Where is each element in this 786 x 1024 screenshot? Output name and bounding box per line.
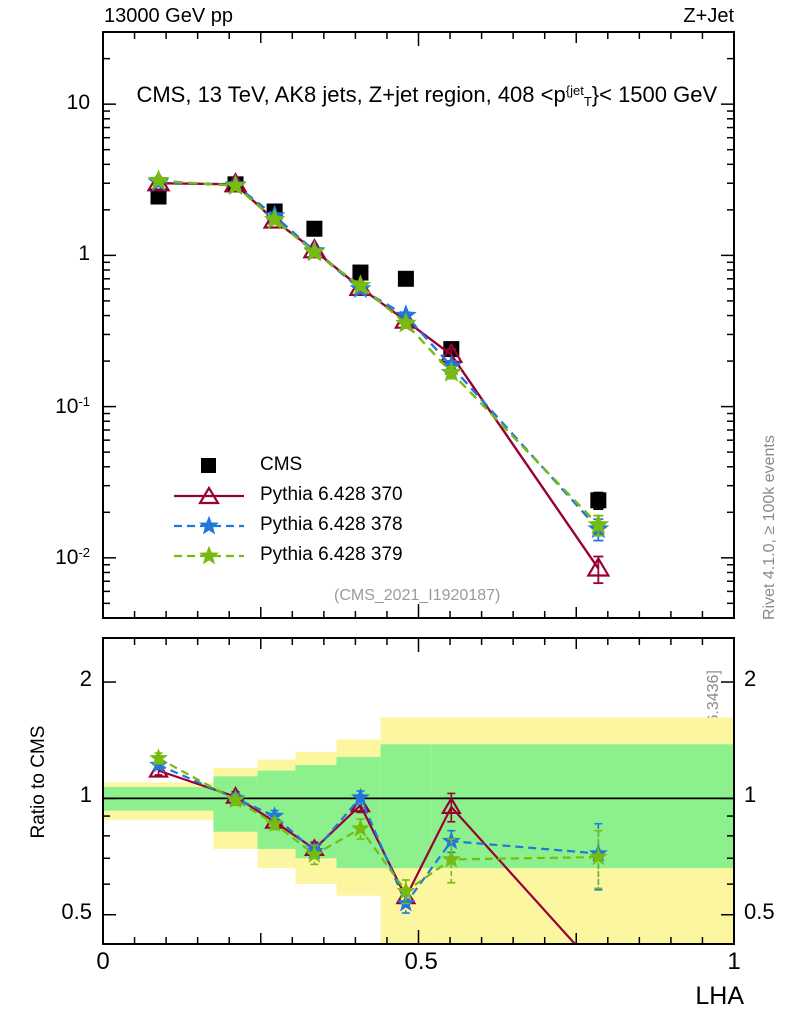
plot-title-pre: CMS, 13 TeV, AK8 jets, Z+jet region, 408…	[136, 82, 566, 107]
data-marker-star	[351, 818, 370, 837]
ratio-series-line	[158, 757, 599, 893]
ratio-y-tick-label-left: 2	[79, 666, 92, 692]
data-marker-star	[396, 893, 416, 912]
data-marker-star	[265, 813, 285, 832]
data-marker-square	[150, 188, 167, 205]
legend-key-solid-triangle	[172, 484, 246, 506]
ratio-y-axis-label: Ratio to CMS	[28, 725, 49, 839]
data-marker-star	[149, 748, 168, 767]
legend-label: Pythia 6.428 378	[260, 514, 403, 535]
data-marker-square	[306, 220, 323, 237]
data-marker-star	[226, 790, 245, 809]
x-tick-label: 1	[727, 948, 741, 975]
main-series-line	[158, 179, 600, 526]
plot-title-post: }< 1500 GeV	[591, 82, 718, 107]
data-marker-star	[263, 208, 286, 230]
ratio-plot-frame	[102, 637, 735, 945]
main-y-tick-label: 10-2	[34, 546, 90, 568]
data-marker-star	[224, 174, 247, 196]
data-marker-star	[147, 169, 170, 190]
x-axis-label: LHA	[695, 982, 744, 1010]
ratio-inner-band	[257, 770, 296, 849]
data-marker-star	[351, 787, 370, 806]
plot-title: CMS, 13 TeV, AK8 jets, Z+jet region, 408…	[112, 62, 717, 130]
x-tick-label: 0	[96, 948, 110, 975]
legend-item-0[interactable]: CMS	[172, 450, 403, 480]
legend: CMS Pythia 6.428 370 Pythia 6.428 378 Pythi…	[172, 450, 403, 570]
plot-title-sub: T	[583, 94, 592, 109]
legend-key-dashed-star	[172, 544, 246, 566]
data-marker-star	[441, 849, 461, 868]
data-marker-star	[395, 311, 417, 333]
legend-item-3[interactable]: Pythia 6.428 379	[172, 540, 403, 570]
ratio-inner-band	[431, 744, 734, 869]
data-marker-star	[303, 240, 326, 262]
legend-item-1[interactable]: Pythia 6.428 370	[172, 480, 403, 510]
ratio-series-line	[158, 763, 599, 906]
legend-marker-square	[201, 458, 216, 473]
legend-label: CMS	[260, 454, 303, 475]
legend-label: Pythia 6.428 379	[260, 544, 403, 565]
data-marker-star	[588, 847, 608, 866]
main-y-tick-mantissa: 10	[55, 394, 79, 418]
beam-energy-label: 13000 GeV pp	[104, 5, 233, 27]
plot-title-sup: {jet	[565, 83, 584, 98]
legend-key-marker-square	[172, 454, 246, 476]
data-marker-star	[440, 361, 463, 382]
ratio-y-tick-label-right: 0.5	[744, 898, 775, 924]
data-marker-star	[587, 513, 610, 535]
main-y-tick-mantissa: 10	[55, 545, 79, 569]
main-y-tick-label: 10	[66, 91, 90, 115]
process-label: Z+Jet	[683, 5, 734, 27]
analysis-id-watermark: (CMS_2021_I1920187)	[334, 587, 501, 604]
legend-marker-star	[199, 545, 219, 565]
data-marker-square	[352, 264, 369, 281]
main-y-tick-label: 1	[78, 242, 90, 266]
legend-marker-star	[199, 515, 219, 535]
legend-key-dashed-star	[172, 514, 246, 536]
ratio-y-tick-label-left: 0.5	[61, 898, 92, 924]
ratio-y-tick-label-right: 2	[744, 666, 757, 692]
data-marker-star	[304, 844, 324, 863]
data-marker-square	[397, 270, 414, 287]
legend-marker-triangle	[198, 485, 220, 505]
main-series-line	[158, 180, 600, 530]
ratio-y-tick-label-left: 1	[79, 782, 92, 808]
ratio-y-tick-label-right: 1	[744, 782, 757, 808]
main-y-tick-exponent: -1	[78, 393, 90, 409]
legend-label: Pythia 6.428 370	[260, 484, 403, 505]
main-y-tick-exponent: -2	[78, 544, 90, 560]
data-marker-triangle	[586, 556, 611, 577]
legend-item-2[interactable]: Pythia 6.428 378	[172, 510, 403, 540]
data-marker-square	[590, 492, 607, 509]
ratio-inner-band	[380, 744, 432, 869]
x-tick-label: 0.5	[404, 948, 438, 975]
main-y-tick-label: 10-1	[34, 395, 90, 417]
data-marker-star	[396, 881, 416, 900]
data-marker-star	[349, 274, 372, 295]
data-marker-triangle	[440, 796, 462, 815]
